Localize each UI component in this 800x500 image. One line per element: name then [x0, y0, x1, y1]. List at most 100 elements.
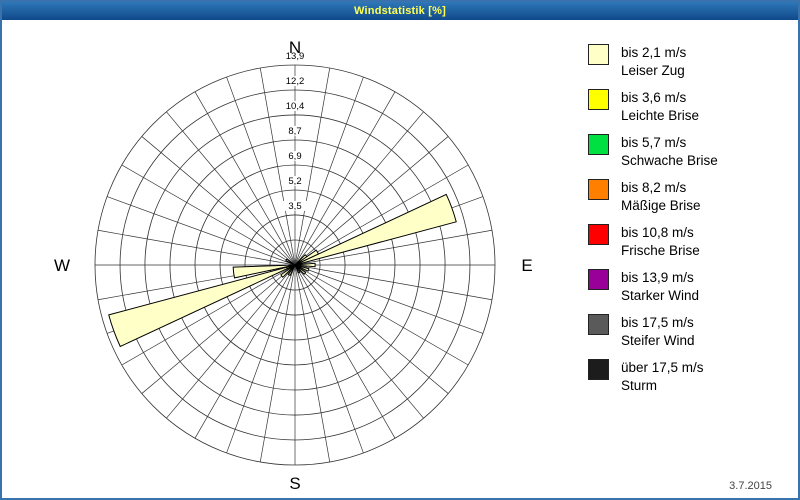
compass-label: N: [289, 38, 301, 57]
legend-wind-name: Sturm: [621, 377, 658, 393]
legend-swatch: [588, 269, 609, 290]
legend-text: bis 8,2 m/s Mäßige Brise: [621, 179, 701, 214]
legend-speed: bis 8,2 m/s: [621, 180, 687, 195]
wind-petal: [294, 264, 301, 274]
wind-petal: [290, 264, 296, 268]
grid-spoke: [294, 264, 396, 439]
legend-wind-name: Schwache Brise: [621, 152, 718, 168]
legend-swatch: [588, 224, 609, 245]
grid-spoke: [294, 264, 469, 366]
ring-label: 5,2: [288, 176, 301, 187]
legend-item: bis 3,6 m/s Leichte Brise: [588, 89, 718, 124]
grid-spoke: [121, 164, 296, 266]
grid-spoke: [294, 164, 469, 266]
ring-label-bg: [282, 200, 308, 211]
legend-item: bis 2,1 m/s Leiser Zug: [588, 44, 718, 79]
grid-spoke: [294, 264, 484, 334]
legend-item: bis 8,2 m/s Mäßige Brise: [588, 179, 718, 214]
grid-spoke: [294, 136, 449, 266]
grid-spoke: [294, 264, 424, 419]
grid-spoke: [141, 264, 296, 394]
grid-spoke: [294, 264, 331, 463]
legend-text: über 17,5 m/s Sturm: [621, 359, 704, 394]
compass-label: W: [54, 256, 70, 275]
date-label: 3.7.2015: [729, 480, 772, 492]
compass-label: E: [521, 256, 532, 275]
grid-spoke: [294, 111, 424, 266]
wind-petal: [108, 264, 296, 348]
grid-spoke: [97, 229, 296, 266]
legend-item: über 17,5 m/s Sturm: [588, 359, 718, 394]
ring-label-bg: [282, 100, 308, 111]
ring-label: 13,9: [286, 51, 305, 62]
chart-area: 3,5 5,2 6,9 8,7 10,4 12,2 13,9 N S W E bis 2,1 m/s…: [2, 20, 798, 498]
grid-spoke: [141, 136, 296, 266]
legend-wind-name: Mäßige Brise: [621, 197, 701, 213]
legend-text: bis 5,7 m/s Schwache Brise: [621, 134, 718, 169]
wind-petal: [294, 264, 307, 275]
legend-text: bis 13,9 m/s Starker Wind: [621, 269, 699, 304]
legend-speed: bis 17,5 m/s: [621, 315, 694, 330]
grid-spoke: [294, 76, 364, 266]
grid-spoke: [294, 67, 331, 266]
legend-swatch: [588, 89, 609, 110]
legend-item: bis 17,5 m/s Steifer Wind: [588, 314, 718, 349]
wind-petal: [285, 258, 296, 266]
legend: bis 2,1 m/s Leiser Zug bis 3,6 m/s Leichte …: [588, 44, 718, 404]
legend-speed: bis 2,1 m/s: [621, 45, 687, 60]
grid-spoke: [226, 76, 296, 266]
grid-spoke: [194, 264, 296, 439]
wind-petal: [232, 264, 296, 279]
legend-text: bis 2,1 m/s Leiser Zug: [621, 44, 686, 79]
grid-spoke: [294, 264, 364, 454]
legend-swatch: [588, 134, 609, 155]
legend-swatch: [588, 359, 609, 380]
ring-label-bg: [282, 151, 308, 161]
wind-petal: [294, 262, 316, 268]
grid-spoke: [106, 196, 296, 266]
wind-petal: [294, 263, 302, 267]
grid-spoke: [294, 264, 449, 394]
grid-spoke: [166, 264, 296, 419]
legend-speed: über 17,5 m/s: [621, 360, 704, 375]
legend-swatch: [588, 44, 609, 65]
wind-petal: [294, 262, 300, 266]
legend-wind-name: Frische Brise: [621, 242, 700, 258]
grid-spoke: [294, 229, 493, 266]
ring-label: 8,7: [288, 126, 301, 137]
legend-wind-name: Starker Wind: [621, 287, 700, 303]
ring-label-bg: [282, 176, 308, 187]
ring-label-bg: [282, 125, 308, 136]
legend-swatch: [588, 314, 609, 335]
wind-rose-svg: 3,5 5,2 6,9 8,7 10,4 12,2 13,9N S W E: [54, 38, 533, 493]
ring-label: 6,9: [288, 151, 301, 162]
legend-swatch: [588, 179, 609, 200]
grid-spoke: [294, 264, 493, 301]
title-bar: Windstatistik [%]: [2, 2, 798, 20]
grid-spoke: [226, 264, 296, 454]
grid-spoke: [294, 91, 396, 266]
grid-spoke: [194, 91, 296, 266]
legend-speed: bis 3,6 m/s: [621, 90, 687, 105]
wind-rose-chart: 3,5 5,2 6,9 8,7 10,4 12,2 13,9 N S W E: [2, 20, 562, 498]
legend-item: bis 5,7 m/s Schwache Brise: [588, 134, 718, 169]
legend-text: bis 3,6 m/s Leichte Brise: [621, 89, 699, 124]
legend-speed: bis 13,9 m/s: [621, 270, 694, 285]
grid-spoke: [259, 67, 296, 266]
ring-label-bg: [282, 51, 308, 61]
legend-text: bis 17,5 m/s Steifer Wind: [621, 314, 695, 349]
compass-label: S: [289, 474, 300, 493]
legend-wind-name: Leiser Zug: [621, 62, 685, 78]
legend-text: bis 10,8 m/s Frische Brise: [621, 224, 700, 259]
grid-spoke: [121, 264, 296, 366]
window-title: Windstatistik [%]: [354, 5, 446, 17]
wind-petal: [294, 264, 310, 272]
legend-speed: bis 5,7 m/s: [621, 135, 687, 150]
ring-label: 10,4: [286, 101, 305, 112]
grid-spoke: [166, 111, 296, 266]
legend-wind-name: Leichte Brise: [621, 107, 700, 123]
wind-petal: [287, 264, 296, 277]
legend-speed: bis 10,8 m/s: [621, 225, 694, 240]
wind-petal: [294, 193, 457, 266]
